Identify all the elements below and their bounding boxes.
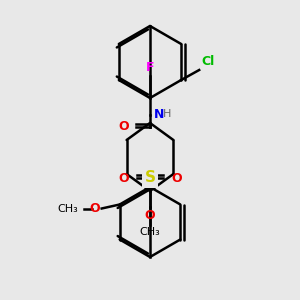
Text: F: F: [146, 61, 154, 74]
Text: O: O: [89, 202, 100, 215]
Text: CH₃: CH₃: [57, 203, 78, 214]
Text: O: O: [145, 209, 155, 222]
Text: S: S: [145, 170, 155, 185]
Text: H: H: [163, 109, 171, 119]
Text: N: N: [145, 176, 155, 189]
Text: O: O: [118, 121, 129, 134]
Text: O: O: [118, 172, 129, 184]
Text: CH₃: CH₃: [140, 227, 160, 237]
Text: O: O: [171, 172, 181, 184]
Text: Cl: Cl: [201, 55, 214, 68]
Text: N: N: [154, 109, 164, 122]
